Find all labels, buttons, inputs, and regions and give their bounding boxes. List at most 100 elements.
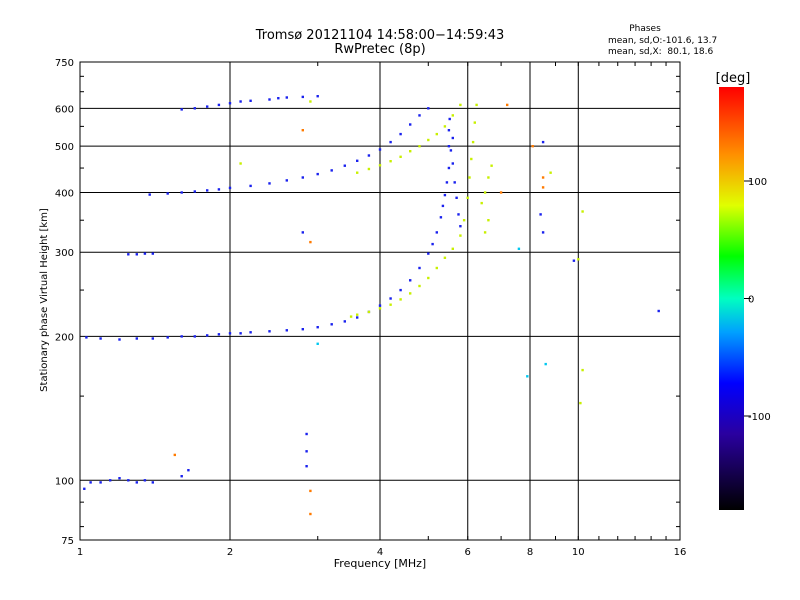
data-point [541, 231, 545, 234]
data-point [389, 303, 392, 306]
data-point [539, 213, 542, 216]
data-point [378, 164, 382, 167]
data-point [305, 450, 308, 453]
data-point [470, 157, 473, 161]
data-point [448, 117, 451, 121]
x-axis-ticks: 1 2 4 6 8 10 16 [77, 62, 686, 558]
data-point [228, 332, 232, 335]
data-point [389, 140, 392, 144]
data-point [239, 162, 242, 165]
data-point [83, 487, 86, 490]
data-point [118, 477, 121, 480]
data-point [301, 95, 304, 99]
data-point [268, 182, 271, 185]
data-point [99, 481, 102, 484]
data-point [418, 266, 421, 270]
data-point [490, 164, 493, 167]
data-point [217, 188, 221, 191]
data-point [473, 121, 476, 124]
data-point [544, 362, 547, 366]
data-point [459, 234, 462, 237]
data-point [349, 315, 353, 318]
data-point [447, 129, 451, 132]
colorbar-tick-label: -100 [748, 412, 771, 423]
x-tick-label: 6 [465, 547, 471, 558]
data-point [367, 310, 371, 314]
data-point [462, 219, 466, 222]
data-point [193, 335, 196, 338]
colorbar-ticks: 100 0 -100 [744, 177, 771, 423]
data-point [305, 465, 308, 468]
data-point [443, 193, 447, 197]
y-tick-label: 100 [55, 476, 74, 487]
data-point [549, 171, 552, 174]
y-tick-label: 750 [55, 58, 74, 69]
data-point [475, 103, 478, 107]
data-point [316, 342, 319, 345]
data-point [217, 333, 221, 336]
data-point [180, 191, 183, 194]
data-point [249, 99, 252, 102]
data-point [409, 150, 412, 153]
data-point [431, 242, 434, 246]
data-point [409, 123, 412, 126]
data-point [193, 190, 196, 193]
y-tick-label: 500 [55, 142, 74, 153]
data-point [301, 231, 304, 234]
data-point [581, 368, 584, 372]
data-point [166, 192, 169, 195]
data-point [356, 316, 359, 319]
data-point [418, 114, 421, 117]
data-point [435, 231, 438, 234]
data-point [399, 288, 402, 292]
x-axis-label: Frequency [MHz] [334, 557, 426, 570]
data-point [531, 145, 534, 148]
data-point [309, 512, 312, 516]
data-point [151, 337, 154, 340]
data-point [541, 140, 545, 144]
data-point [517, 247, 521, 250]
data-point [343, 320, 346, 323]
data-point [309, 100, 312, 103]
data-point [309, 489, 312, 493]
data-point [427, 107, 430, 110]
data-point [483, 231, 487, 234]
data-point [451, 162, 454, 165]
data-point [451, 114, 454, 117]
y-axis-label: Stationary phase Virtual Height [km] [39, 208, 50, 392]
data-points [83, 95, 660, 516]
data-point [443, 125, 447, 128]
data-point [457, 213, 460, 216]
data-point [435, 132, 438, 136]
colorbar-label: [deg] [716, 71, 751, 86]
data-point [499, 191, 503, 194]
data-point [418, 145, 421, 148]
data-point [268, 330, 271, 333]
data-point [268, 98, 271, 101]
data-point [447, 145, 451, 148]
data-point [135, 253, 138, 256]
data-point [399, 132, 402, 136]
y-axis-ticks: 75 100 200 300 400 500 600 750 [55, 58, 680, 547]
data-point [135, 337, 138, 340]
data-point [466, 196, 469, 199]
data-point [399, 298, 402, 301]
data-point [239, 332, 242, 335]
data-point [228, 102, 232, 105]
data-point [427, 138, 430, 142]
data-point [143, 252, 147, 255]
y-tick-label: 600 [55, 104, 74, 115]
data-point [447, 166, 451, 170]
data-point [249, 184, 252, 188]
data-point [316, 172, 319, 176]
data-point [193, 107, 196, 110]
data-point [217, 103, 221, 107]
data-point [301, 176, 304, 179]
colorbar-tick-label: 0 [748, 295, 754, 306]
data-point [277, 97, 280, 100]
data-point [135, 481, 138, 484]
x-tick-label: 2 [227, 547, 233, 558]
data-point [506, 103, 509, 107]
data-point [143, 479, 147, 482]
